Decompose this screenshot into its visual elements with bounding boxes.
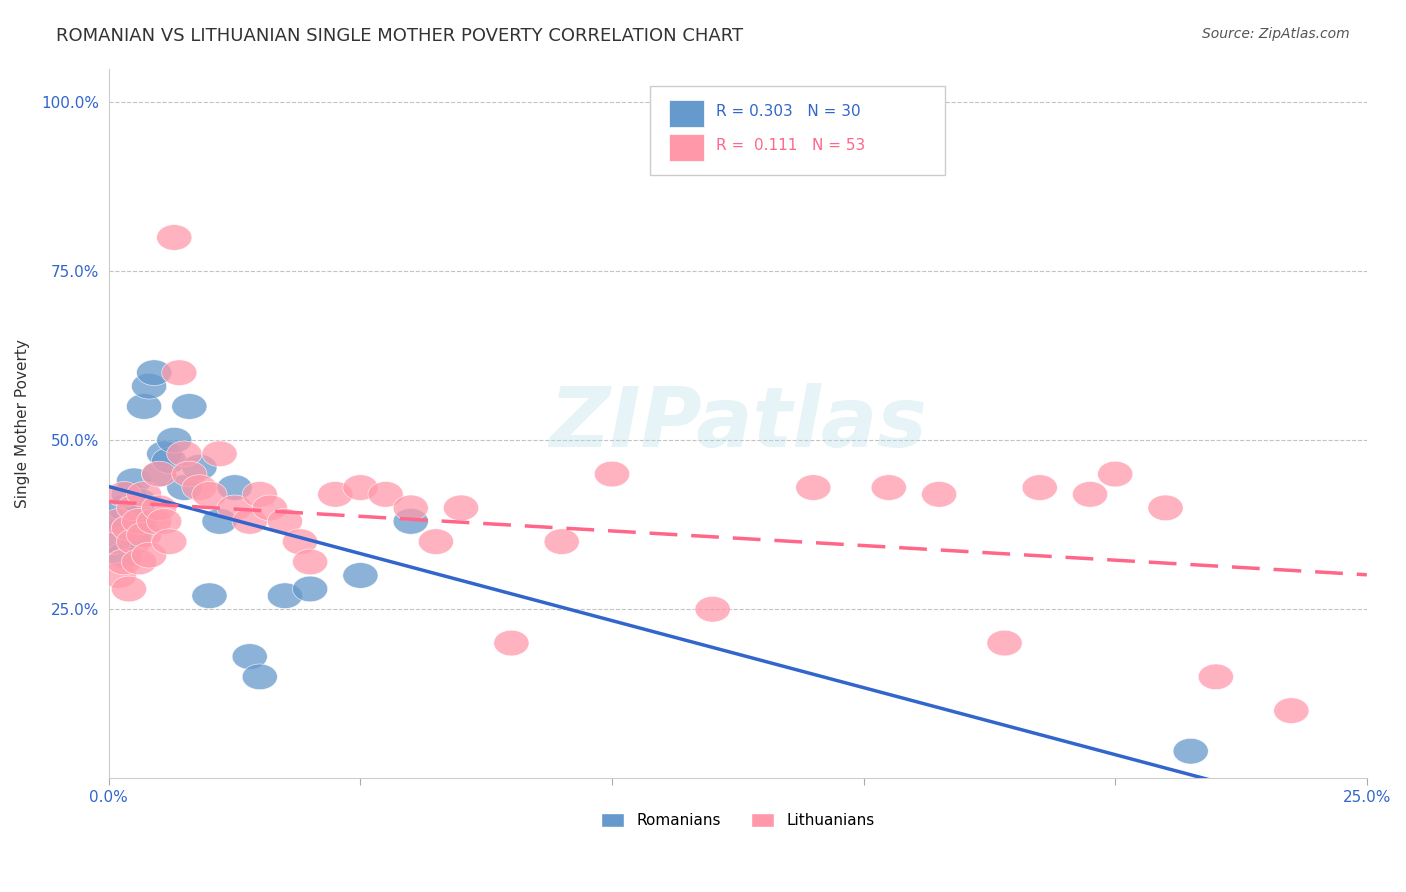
- Ellipse shape: [96, 529, 132, 555]
- Ellipse shape: [136, 508, 172, 534]
- Ellipse shape: [117, 529, 152, 555]
- Ellipse shape: [121, 549, 156, 574]
- Ellipse shape: [111, 516, 146, 541]
- Ellipse shape: [921, 482, 956, 508]
- Ellipse shape: [132, 374, 167, 399]
- Ellipse shape: [1147, 495, 1182, 521]
- Ellipse shape: [987, 631, 1022, 656]
- Ellipse shape: [152, 529, 187, 555]
- Ellipse shape: [167, 475, 202, 500]
- Ellipse shape: [202, 441, 238, 467]
- Ellipse shape: [232, 508, 267, 534]
- Ellipse shape: [242, 482, 277, 508]
- Ellipse shape: [117, 468, 152, 493]
- Ellipse shape: [292, 549, 328, 574]
- Ellipse shape: [101, 529, 136, 555]
- Ellipse shape: [142, 461, 177, 487]
- Ellipse shape: [368, 482, 404, 508]
- Ellipse shape: [101, 508, 136, 534]
- Legend: Romanians, Lithuanians: Romanians, Lithuanians: [595, 807, 880, 834]
- Ellipse shape: [202, 508, 238, 534]
- Ellipse shape: [394, 508, 429, 534]
- Ellipse shape: [127, 393, 162, 419]
- Text: Source: ZipAtlas.com: Source: ZipAtlas.com: [1202, 27, 1350, 41]
- Ellipse shape: [136, 359, 172, 385]
- Ellipse shape: [494, 631, 529, 656]
- Ellipse shape: [191, 482, 228, 508]
- Ellipse shape: [343, 475, 378, 500]
- Ellipse shape: [127, 482, 162, 508]
- Ellipse shape: [156, 225, 191, 251]
- Ellipse shape: [117, 495, 152, 521]
- Ellipse shape: [252, 495, 287, 521]
- Ellipse shape: [121, 488, 156, 514]
- Bar: [669, 134, 704, 161]
- Ellipse shape: [107, 495, 142, 521]
- FancyBboxPatch shape: [650, 87, 945, 175]
- Ellipse shape: [101, 563, 136, 589]
- Ellipse shape: [872, 475, 907, 500]
- Ellipse shape: [121, 508, 156, 534]
- Ellipse shape: [443, 495, 478, 521]
- Ellipse shape: [1173, 739, 1208, 764]
- Text: R = 0.303   N = 30: R = 0.303 N = 30: [717, 103, 860, 119]
- Ellipse shape: [146, 441, 181, 467]
- Ellipse shape: [394, 495, 429, 521]
- Ellipse shape: [1098, 461, 1133, 487]
- Y-axis label: Single Mother Poverty: Single Mother Poverty: [15, 339, 30, 508]
- Ellipse shape: [162, 359, 197, 385]
- Ellipse shape: [796, 475, 831, 500]
- Ellipse shape: [117, 522, 152, 548]
- Ellipse shape: [181, 454, 217, 480]
- Text: R =  0.111   N = 53: R = 0.111 N = 53: [717, 137, 866, 153]
- Ellipse shape: [107, 482, 142, 508]
- Ellipse shape: [111, 482, 146, 508]
- Ellipse shape: [595, 461, 630, 487]
- Ellipse shape: [217, 495, 252, 521]
- Ellipse shape: [343, 563, 378, 589]
- Ellipse shape: [167, 441, 202, 467]
- Ellipse shape: [172, 393, 207, 419]
- Ellipse shape: [156, 427, 191, 453]
- Ellipse shape: [217, 475, 252, 500]
- Ellipse shape: [142, 495, 177, 521]
- Ellipse shape: [96, 508, 132, 534]
- Bar: [669, 100, 704, 127]
- Ellipse shape: [318, 482, 353, 508]
- Ellipse shape: [544, 529, 579, 555]
- Ellipse shape: [152, 448, 187, 474]
- Ellipse shape: [146, 508, 181, 534]
- Ellipse shape: [107, 549, 142, 574]
- Ellipse shape: [181, 475, 217, 500]
- Ellipse shape: [172, 461, 207, 487]
- Ellipse shape: [267, 508, 302, 534]
- Ellipse shape: [232, 644, 267, 669]
- Ellipse shape: [191, 582, 228, 608]
- Ellipse shape: [111, 576, 146, 602]
- Ellipse shape: [1073, 482, 1108, 508]
- Ellipse shape: [132, 542, 167, 568]
- Ellipse shape: [127, 522, 162, 548]
- Ellipse shape: [292, 576, 328, 602]
- Ellipse shape: [283, 529, 318, 555]
- Ellipse shape: [107, 542, 142, 568]
- Ellipse shape: [242, 664, 277, 690]
- Ellipse shape: [695, 597, 730, 622]
- Ellipse shape: [1274, 698, 1309, 723]
- Ellipse shape: [1022, 475, 1057, 500]
- Ellipse shape: [142, 461, 177, 487]
- Text: ROMANIAN VS LITHUANIAN SINGLE MOTHER POVERTY CORRELATION CHART: ROMANIAN VS LITHUANIAN SINGLE MOTHER POV…: [56, 27, 744, 45]
- Ellipse shape: [1198, 664, 1233, 690]
- Ellipse shape: [121, 508, 156, 534]
- Ellipse shape: [419, 529, 454, 555]
- Ellipse shape: [111, 516, 146, 541]
- Ellipse shape: [267, 582, 302, 608]
- Text: ZIPatlas: ZIPatlas: [548, 383, 927, 464]
